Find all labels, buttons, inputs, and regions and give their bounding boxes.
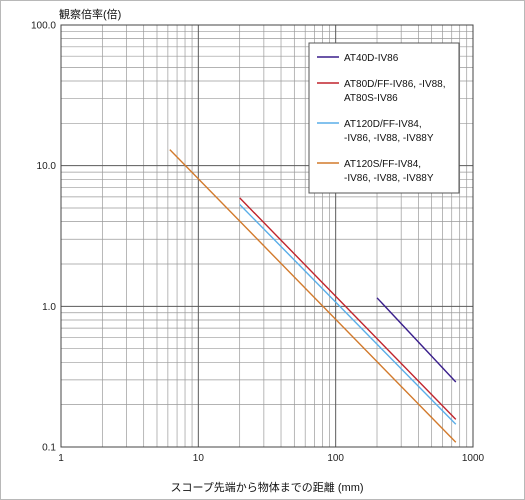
y-tick-label: 0.1: [42, 443, 56, 454]
series-line-2: [239, 197, 457, 420]
series-line-1: [376, 297, 457, 383]
legend-box: [308, 42, 460, 194]
series-line-3: [239, 204, 457, 425]
y-axis-title: 観察倍率(倍): [59, 7, 121, 21]
y-tick-label: 10.0: [37, 161, 57, 172]
legend-label-3: AT120D/FF-IV84,: [344, 119, 422, 130]
x-tick-label: 100: [327, 453, 344, 464]
plot-border: [60, 24, 474, 448]
x-tick-label: 1: [58, 453, 64, 464]
y-tick-label: 100.0: [31, 21, 56, 32]
legend-label-2: AT80D/FF-IV86, -IV88,: [344, 79, 446, 90]
legend-label-4: AT120S/FF-IV84,: [344, 159, 421, 170]
x-tick-label: 1000: [462, 453, 485, 464]
legend-label-2: AT80S-IV86: [344, 93, 398, 104]
series-line-4: [169, 149, 457, 443]
legend-label-3: -IV86, -IV88, -IV88Y: [344, 133, 434, 144]
y-tick-label: 1.0: [42, 302, 56, 313]
x-tick-label: 10: [193, 453, 205, 464]
legend-label-4: -IV86, -IV88, -IV88Y: [344, 173, 434, 184]
x-axis-title: スコープ先端から物体までの距離 (mm): [170, 480, 363, 494]
legend-label-1: AT40D-IV86: [344, 53, 399, 64]
